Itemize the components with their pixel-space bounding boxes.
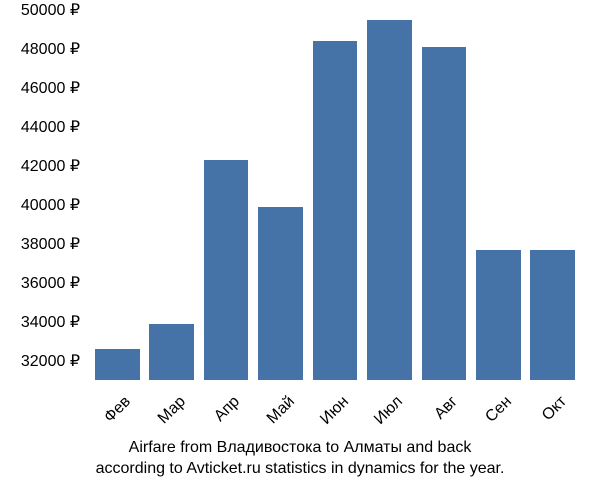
x-tick-label: Июн xyxy=(317,393,353,429)
bar xyxy=(258,207,303,380)
bar xyxy=(476,250,521,380)
caption-line2: according to Avticket.ru statistics in d… xyxy=(96,460,505,477)
y-tick-label: 50000 ₽ xyxy=(5,0,85,20)
y-tick-label: 38000 ₽ xyxy=(5,234,85,254)
y-tick-label: 34000 ₽ xyxy=(5,312,85,332)
x-tick-label: Мар xyxy=(155,393,190,428)
plot-area xyxy=(90,10,580,380)
bar xyxy=(204,160,249,380)
chart-caption: Airfare from Владивостока to Алматы and … xyxy=(0,438,600,480)
y-tick-label: 48000 ₽ xyxy=(5,39,85,59)
bar xyxy=(422,47,467,380)
y-tick-label: 46000 ₽ xyxy=(5,78,85,98)
bar xyxy=(95,349,140,380)
caption-line1: Airfare from Владивостока to Алматы and … xyxy=(129,439,472,456)
x-axis: Фев Мар Апр Май Июн Июл Авг Сен Окт xyxy=(90,385,580,435)
y-tick-label: 40000 ₽ xyxy=(5,195,85,215)
x-tick-label: Окт xyxy=(539,393,571,425)
bar xyxy=(313,41,358,380)
bar xyxy=(530,250,575,380)
y-tick-label: 32000 ₽ xyxy=(5,351,85,371)
x-tick-label: Май xyxy=(263,393,298,428)
x-tick-label: Фев xyxy=(101,393,135,427)
bar xyxy=(149,324,194,380)
x-tick-label: Апр xyxy=(211,393,244,426)
y-tick-label: 44000 ₽ xyxy=(5,117,85,137)
y-tick-label: 36000 ₽ xyxy=(5,273,85,293)
x-tick-label: Авг xyxy=(431,393,461,423)
x-tick-label: Сен xyxy=(483,393,516,426)
x-tick-label: Июл xyxy=(371,393,407,429)
y-tick-label: 42000 ₽ xyxy=(5,156,85,176)
chart-area xyxy=(90,10,580,380)
bar xyxy=(367,20,412,380)
